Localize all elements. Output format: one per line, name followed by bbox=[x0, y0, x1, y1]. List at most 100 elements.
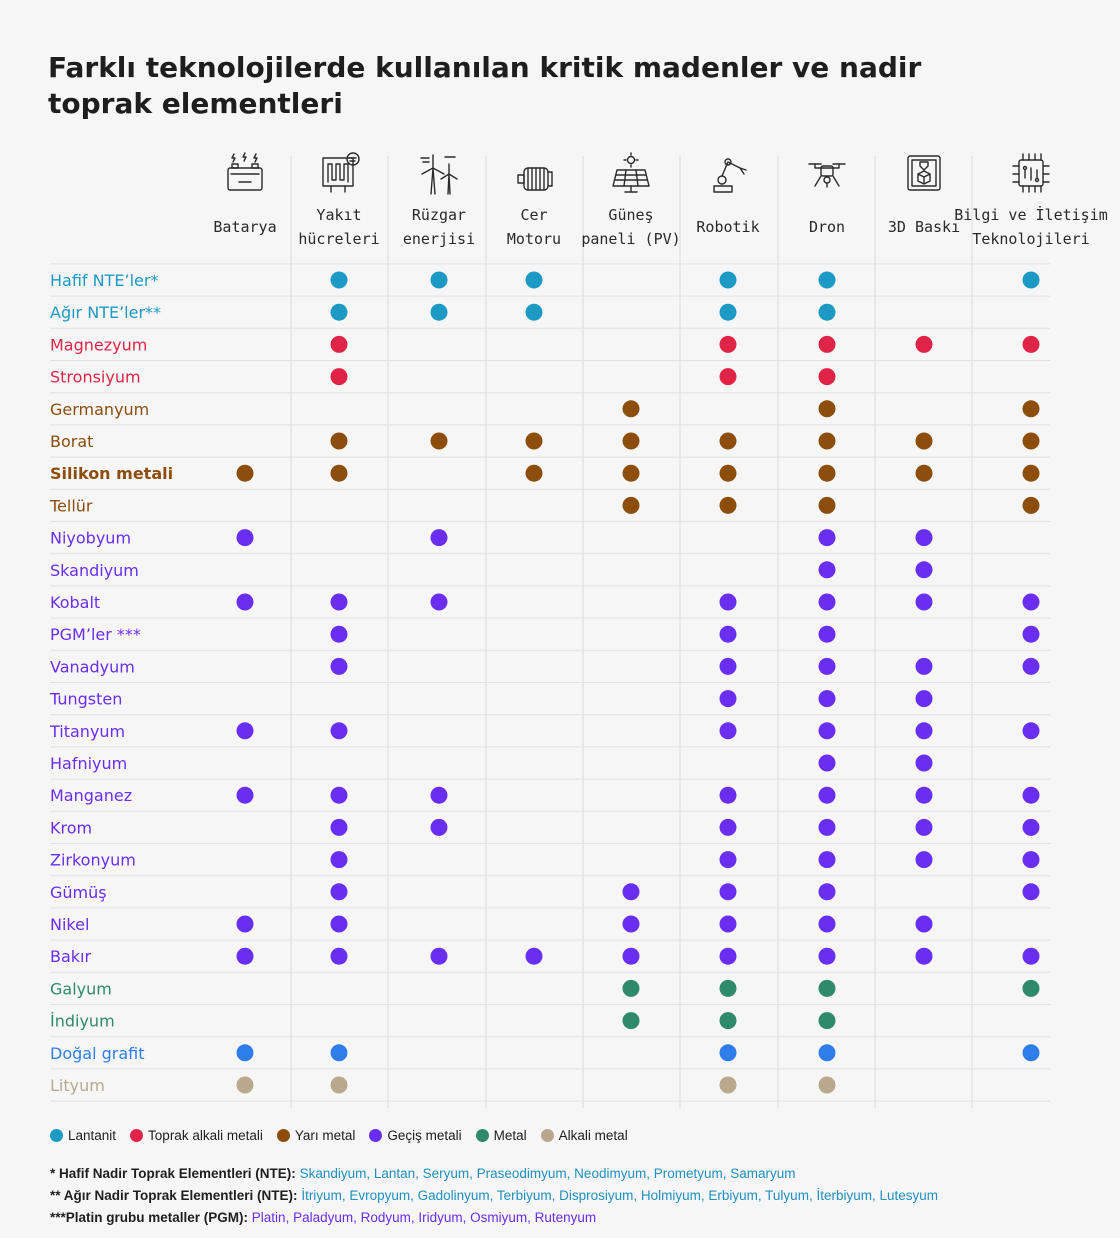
legend-label: Lantanit bbox=[68, 1128, 117, 1143]
note-light-label: * Hafif Nadir Toprak Elementleri (NTE): bbox=[50, 1166, 296, 1181]
dot bbox=[719, 979, 737, 997]
legend-item: Metal bbox=[475, 1128, 527, 1143]
dot bbox=[330, 625, 348, 643]
robot-arm-icon bbox=[713, 158, 747, 193]
dot bbox=[818, 271, 836, 289]
dot bbox=[818, 432, 836, 450]
dot bbox=[818, 979, 836, 997]
dot bbox=[525, 947, 543, 965]
dot bbox=[719, 690, 737, 708]
mineral-technology-matrix: Batarya Yakıt hücreleri Rüzgar enerjisi Cer Mo… bbox=[49, 152, 1108, 1108]
dot bbox=[525, 464, 543, 482]
row-label: Gümüş bbox=[50, 883, 107, 902]
dot bbox=[236, 529, 254, 547]
dot bbox=[1022, 400, 1040, 418]
grid-lines bbox=[50, 156, 1050, 1108]
legend-dot bbox=[475, 1129, 489, 1142]
dot bbox=[525, 271, 543, 289]
dot bbox=[330, 915, 348, 933]
dot bbox=[915, 754, 933, 772]
dot bbox=[915, 529, 933, 547]
dot bbox=[1022, 851, 1040, 869]
dot bbox=[330, 851, 348, 869]
note-light-ree: * Hafif Nadir Toprak Elementleri (NTE): … bbox=[50, 1166, 796, 1181]
dot bbox=[1022, 335, 1040, 353]
dot bbox=[818, 303, 836, 321]
legend-item: Alkali metal bbox=[540, 1128, 628, 1143]
dot bbox=[430, 271, 448, 289]
row-label: Niyobyum bbox=[50, 529, 131, 548]
dot bbox=[1022, 625, 1040, 643]
dot bbox=[719, 1012, 737, 1030]
dot bbox=[818, 786, 836, 804]
dot bbox=[622, 979, 640, 997]
fuel-cell-icon bbox=[322, 152, 360, 193]
row-label: Borat bbox=[50, 432, 93, 451]
dot bbox=[719, 818, 737, 836]
dot bbox=[915, 722, 933, 740]
column-label: 3D Baskı bbox=[888, 218, 960, 236]
dot bbox=[719, 1044, 737, 1062]
chart-title: Farklı teknolojilerde kullanılan kritik … bbox=[48, 51, 922, 120]
dots bbox=[236, 271, 1040, 1094]
dot bbox=[1022, 593, 1040, 611]
dot bbox=[818, 625, 836, 643]
dot bbox=[330, 883, 348, 901]
column-label: Cer bbox=[520, 206, 547, 224]
dot bbox=[430, 947, 448, 965]
dot bbox=[622, 400, 640, 418]
dot bbox=[915, 657, 933, 675]
dot bbox=[719, 593, 737, 611]
dot bbox=[915, 335, 933, 353]
dot bbox=[818, 529, 836, 547]
row-label: Germanyum bbox=[50, 400, 149, 419]
legend-label: Geçiş metali bbox=[387, 1128, 462, 1143]
dot bbox=[818, 722, 836, 740]
dot bbox=[236, 915, 254, 933]
dot bbox=[1022, 947, 1040, 965]
dot bbox=[236, 464, 254, 482]
dot bbox=[818, 368, 836, 386]
dot bbox=[236, 593, 254, 611]
dot bbox=[719, 1076, 737, 1094]
dot bbox=[1022, 786, 1040, 804]
dot bbox=[1022, 722, 1040, 740]
dot bbox=[719, 464, 737, 482]
column-labels: Batarya Yakıt hücreleri Rüzgar enerjisi Cer Mo… bbox=[213, 205, 1107, 248]
dot bbox=[818, 690, 836, 708]
dot bbox=[719, 657, 737, 675]
dot bbox=[430, 593, 448, 611]
dot bbox=[818, 883, 836, 901]
dot bbox=[330, 368, 348, 386]
dot bbox=[622, 432, 640, 450]
row-label: Krom bbox=[50, 818, 92, 837]
legend-dot bbox=[130, 1129, 144, 1142]
row-label: Ağır NTE’ler** bbox=[50, 303, 161, 322]
dot bbox=[818, 851, 836, 869]
row-label: Titanyum bbox=[49, 722, 125, 741]
dot bbox=[236, 786, 254, 804]
dot bbox=[1022, 818, 1040, 836]
dot bbox=[622, 915, 640, 933]
note-heavy-list: İtriyum, Evropyum, Gadolinyum, Terbiyum,… bbox=[301, 1188, 938, 1203]
dot bbox=[330, 1044, 348, 1062]
note-heavy-ree: ** Ağır Nadir Toprak Elementleri (NTE): … bbox=[50, 1188, 938, 1203]
dot bbox=[1022, 657, 1040, 675]
dot bbox=[719, 368, 737, 386]
row-label: Magnezyum bbox=[50, 335, 147, 354]
dot bbox=[525, 432, 543, 450]
dot bbox=[719, 722, 737, 740]
column-label: Dron bbox=[809, 218, 845, 236]
dot bbox=[818, 400, 836, 418]
dot bbox=[622, 947, 640, 965]
dot bbox=[818, 947, 836, 965]
dot bbox=[719, 432, 737, 450]
dot bbox=[915, 464, 933, 482]
dot bbox=[719, 335, 737, 353]
dot bbox=[719, 496, 737, 514]
row-label: Manganez bbox=[50, 786, 132, 805]
dot bbox=[818, 754, 836, 772]
row-label: Vanadyum bbox=[50, 657, 135, 676]
dot bbox=[719, 271, 737, 289]
row-label: Bakır bbox=[50, 947, 91, 966]
